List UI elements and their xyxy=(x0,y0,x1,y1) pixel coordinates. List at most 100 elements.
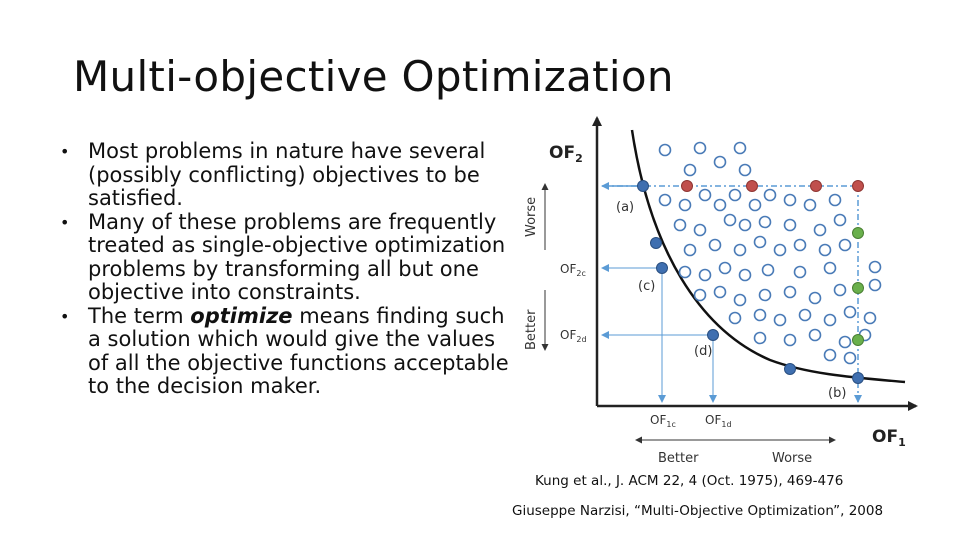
solution-point xyxy=(758,215,772,229)
bullet-text: Many of these problems are frequently tr… xyxy=(88,209,506,304)
solution-point xyxy=(683,163,697,177)
solution-point xyxy=(833,213,847,227)
solution-point xyxy=(823,261,837,275)
solution-point xyxy=(863,311,877,325)
solution-point xyxy=(733,141,747,155)
of2d-label: OF2d xyxy=(560,328,587,344)
solution-point xyxy=(753,331,767,345)
solution-point xyxy=(733,293,747,307)
solution-point xyxy=(733,243,747,257)
solution-point xyxy=(803,198,817,212)
x-axis-title: OF1 xyxy=(872,427,906,449)
solution-point xyxy=(808,328,822,342)
solution-point xyxy=(728,188,742,202)
citation-narzisi: Giuseppe Narzisi, “Multi-Objective Optim… xyxy=(512,503,884,519)
x-better-label: Better xyxy=(658,451,699,466)
solution-point xyxy=(868,278,882,292)
pareto-front-curve xyxy=(630,129,906,384)
solution-point xyxy=(708,238,722,252)
solution-point xyxy=(698,268,712,282)
pareto-optimal-points xyxy=(637,180,864,384)
solution-point xyxy=(748,198,762,212)
of1c-label: OF1c xyxy=(650,413,676,429)
bullet-item: • Most problems in nature have several (… xyxy=(60,139,510,211)
solution-point xyxy=(868,260,882,274)
pareto-front-diagram: OF2 OF1 Worse Better Better Worse OF2c O… xyxy=(524,116,918,466)
bullet-text: Most problems in nature have several (po… xyxy=(88,139,486,210)
pareto-point-a xyxy=(637,180,649,192)
red-point xyxy=(852,180,864,192)
solution-point xyxy=(798,308,812,322)
solution-point xyxy=(761,263,775,277)
solution-point xyxy=(783,285,797,299)
y-axis-title: OF2 xyxy=(549,143,583,165)
solution-point xyxy=(763,188,777,202)
red-point xyxy=(681,180,693,192)
solution-point xyxy=(683,243,697,257)
solution-point xyxy=(693,223,707,237)
red-point xyxy=(810,180,822,192)
solution-point xyxy=(793,265,807,279)
solution-point xyxy=(773,313,787,327)
point-d-label: (d) xyxy=(694,344,712,359)
bullet-marker: • xyxy=(60,306,70,326)
dominated-solutions xyxy=(658,141,882,365)
solution-point xyxy=(813,223,827,237)
solution-point xyxy=(783,333,797,347)
solution-point xyxy=(693,288,707,302)
slide-title: Multi-objective Optimization xyxy=(73,52,674,101)
point-b-label: (b) xyxy=(828,386,846,401)
x-worse-label: Worse xyxy=(772,451,812,466)
solution-point xyxy=(713,285,727,299)
solution-point xyxy=(753,235,767,249)
weakly-dominated-right xyxy=(852,227,864,346)
pareto-point xyxy=(650,237,662,249)
solution-point xyxy=(718,261,732,275)
solution-point xyxy=(833,283,847,297)
y-better-label: Better xyxy=(524,309,539,350)
solution-point xyxy=(783,218,797,232)
solution-point xyxy=(838,335,852,349)
bullet-marker: • xyxy=(60,212,70,232)
pareto-point-d xyxy=(707,329,719,341)
solution-point xyxy=(678,198,692,212)
bullet-text-post: means finding such a solution which woul… xyxy=(88,303,509,398)
solution-point xyxy=(723,213,737,227)
solution-point xyxy=(843,351,857,365)
red-point xyxy=(746,180,758,192)
solution-point xyxy=(773,243,787,257)
green-point xyxy=(852,227,864,239)
solution-point xyxy=(738,218,752,232)
solution-point xyxy=(823,348,837,362)
solution-point xyxy=(818,243,832,257)
bullet-text-pre: The term xyxy=(88,303,191,328)
green-point xyxy=(852,282,864,294)
of1d-label: OF1d xyxy=(705,413,732,429)
solution-point xyxy=(693,141,707,155)
bullet-marker: • xyxy=(60,142,70,161)
solution-point xyxy=(793,238,807,252)
green-point xyxy=(852,334,864,346)
solution-point xyxy=(838,238,852,252)
solution-point xyxy=(828,193,842,207)
point-c-label: (c) xyxy=(638,279,655,294)
solution-point xyxy=(738,163,752,177)
weakly-dominated-top xyxy=(681,180,864,192)
solution-point xyxy=(758,288,772,302)
solution-point xyxy=(808,291,822,305)
solution-point xyxy=(823,313,837,327)
solution-point xyxy=(698,188,712,202)
bullet-item: • The term optimize means finding such a… xyxy=(60,303,510,399)
y-worse-label: Worse xyxy=(524,197,539,237)
solution-point xyxy=(658,143,672,157)
solution-point xyxy=(753,308,767,322)
solution-point xyxy=(678,265,692,279)
bullet-list: • Most problems in nature have several (… xyxy=(60,139,510,399)
point-a-label: (a) xyxy=(616,200,634,215)
pareto-point-c xyxy=(656,262,668,274)
solution-point xyxy=(843,305,857,319)
solution-point xyxy=(738,268,752,282)
solution-point xyxy=(713,155,727,169)
of2c-label: OF2c xyxy=(560,262,586,278)
solution-point xyxy=(658,193,672,207)
